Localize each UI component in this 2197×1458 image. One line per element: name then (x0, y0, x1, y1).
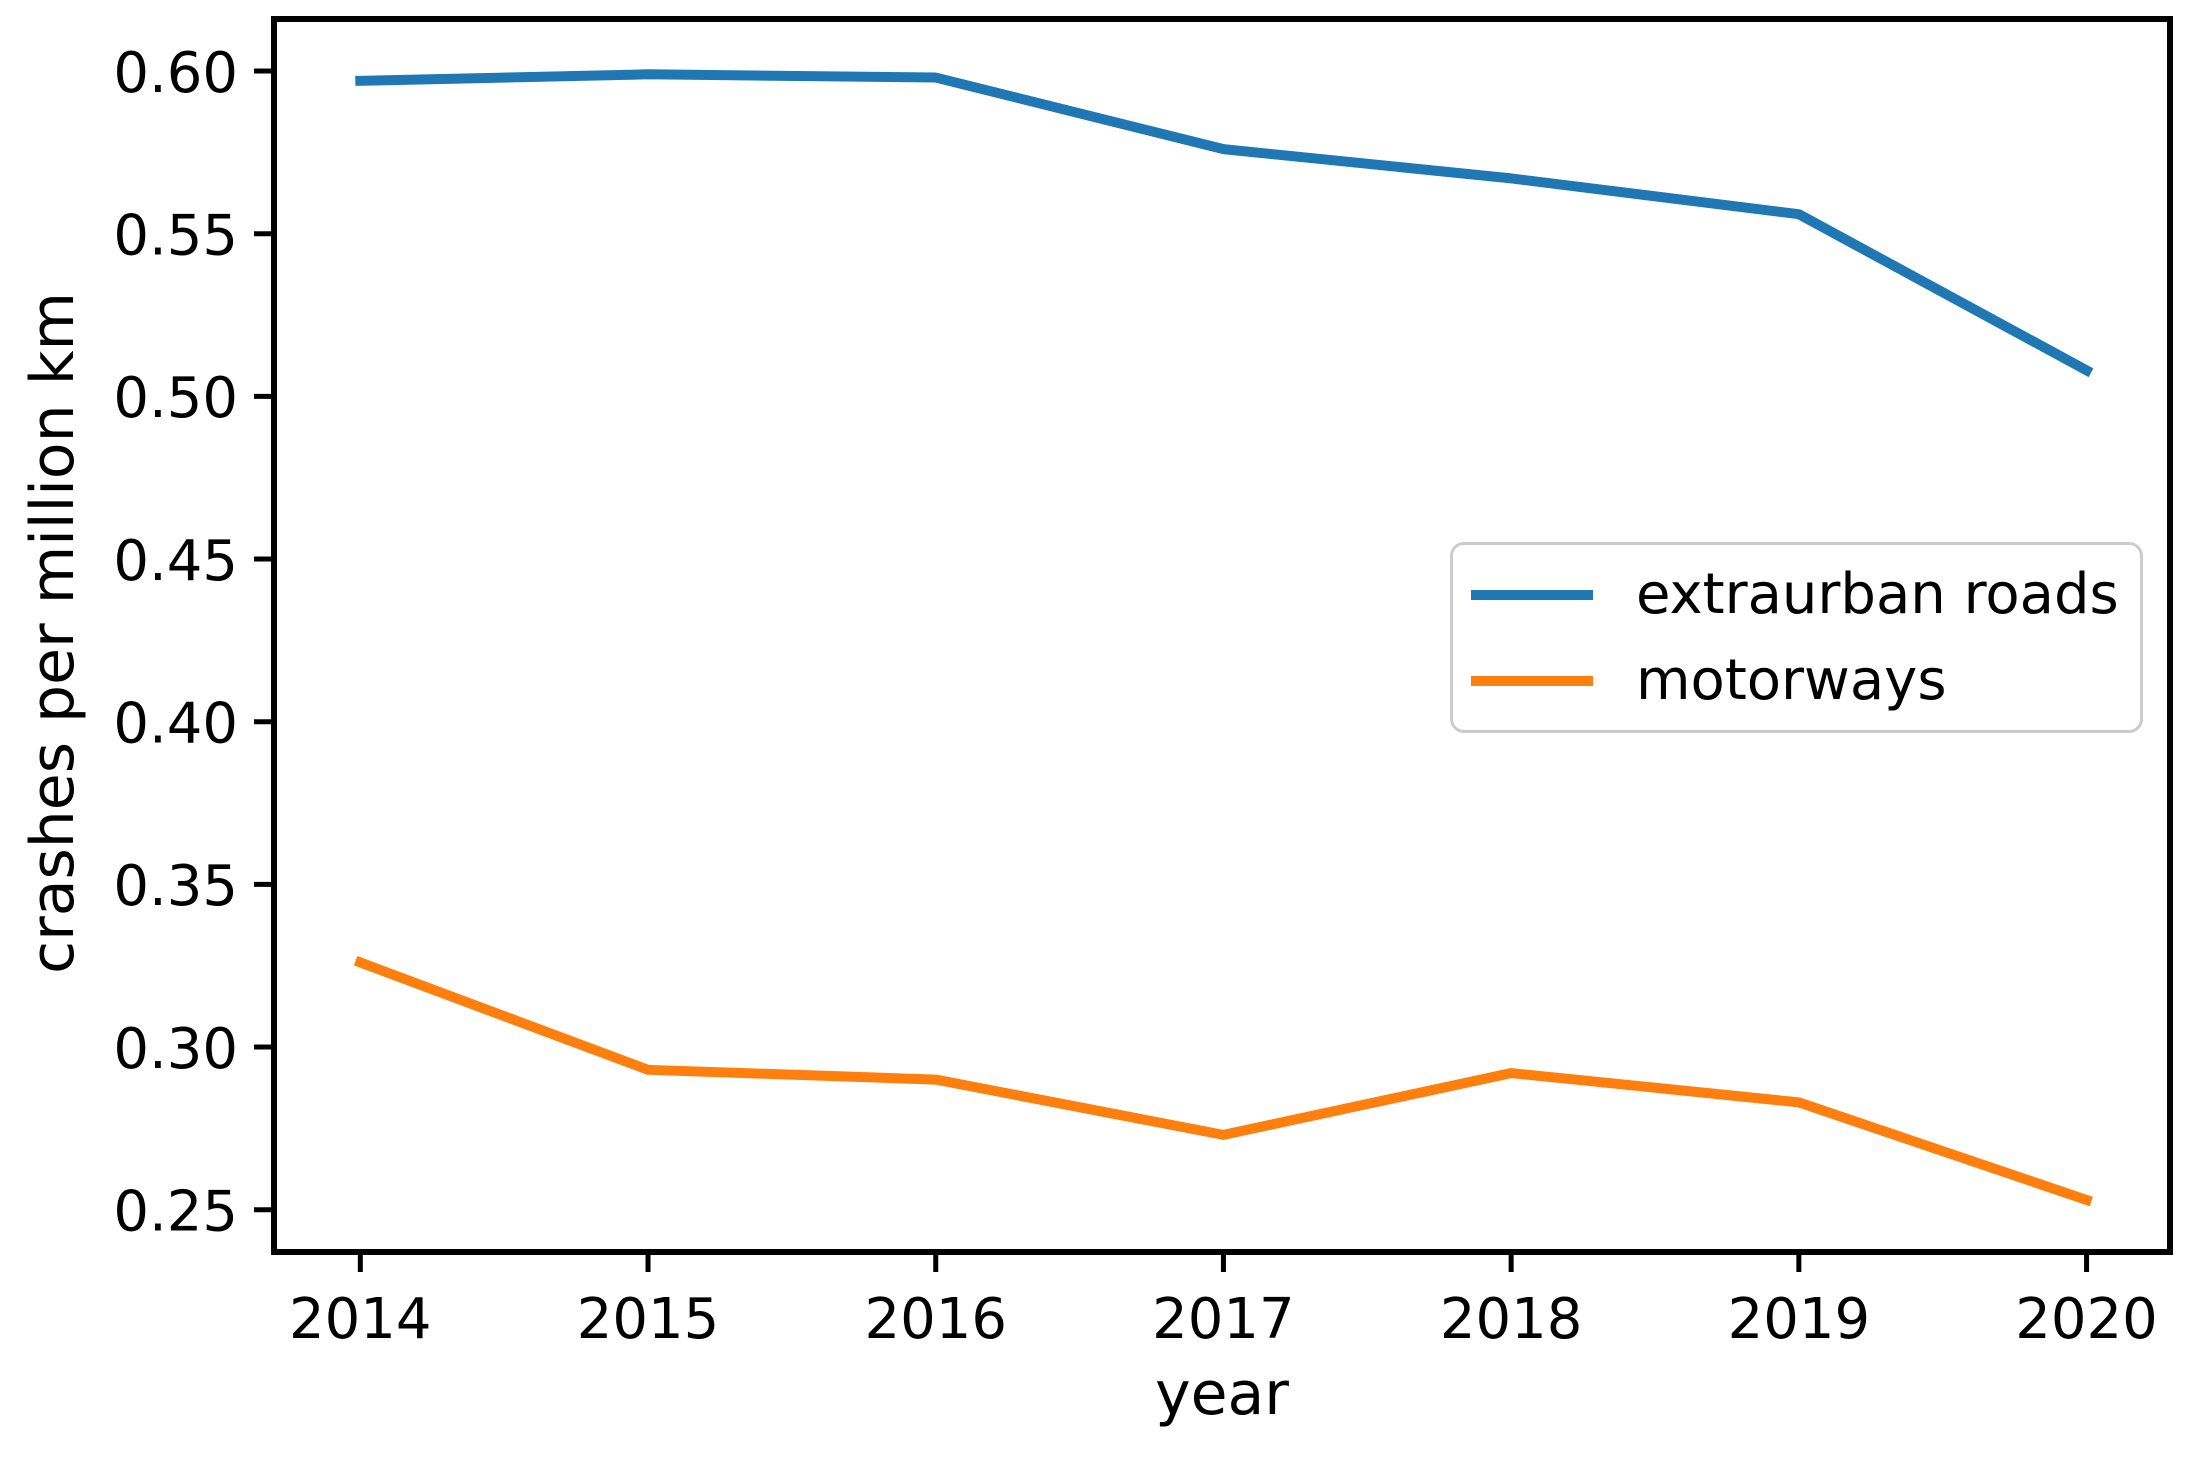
series-line-motorways (353, 956, 2093, 1207)
x-tick-label: 2014 (289, 1287, 432, 1352)
legend-line-sample-motorways (1471, 676, 1593, 686)
legend-item-motorways: motorways (1471, 653, 1947, 709)
legend: extraurban roads motorways (1450, 542, 2143, 733)
x-axis-label: year (1155, 1359, 1289, 1429)
y-tick-label: 0.45 (113, 529, 238, 594)
x-tick-label: 2015 (577, 1287, 720, 1352)
series-line-extraurban-roads (355, 69, 2094, 378)
legend-line-sample-extraurban-roads (1471, 590, 1593, 600)
x-tick-label: 2017 (1152, 1287, 1295, 1352)
y-tick-label: 0.55 (113, 203, 238, 268)
x-tick-label: 2019 (1728, 1287, 1871, 1352)
legend-item-extraurban-roads: extraurban roads (1471, 567, 2119, 623)
x-tick-label: 2020 (2015, 1287, 2158, 1352)
legend-label-motorways: motorways (1636, 648, 1947, 713)
y-tick-label: 0.60 (113, 41, 238, 106)
x-tick-label: 2018 (1440, 1287, 1583, 1352)
y-tick-label: 0.35 (113, 854, 238, 919)
y-tick-label: 0.25 (113, 1179, 238, 1244)
legend-label-extraurban-roads: extraurban roads (1636, 562, 2119, 627)
y-tick-label: 0.30 (113, 1017, 238, 1082)
y-axis-label: crashes per million km (18, 292, 88, 974)
y-tick-label: 0.50 (113, 366, 238, 431)
x-tick-label: 2016 (864, 1287, 1007, 1352)
y-tick-label: 0.40 (113, 691, 238, 756)
